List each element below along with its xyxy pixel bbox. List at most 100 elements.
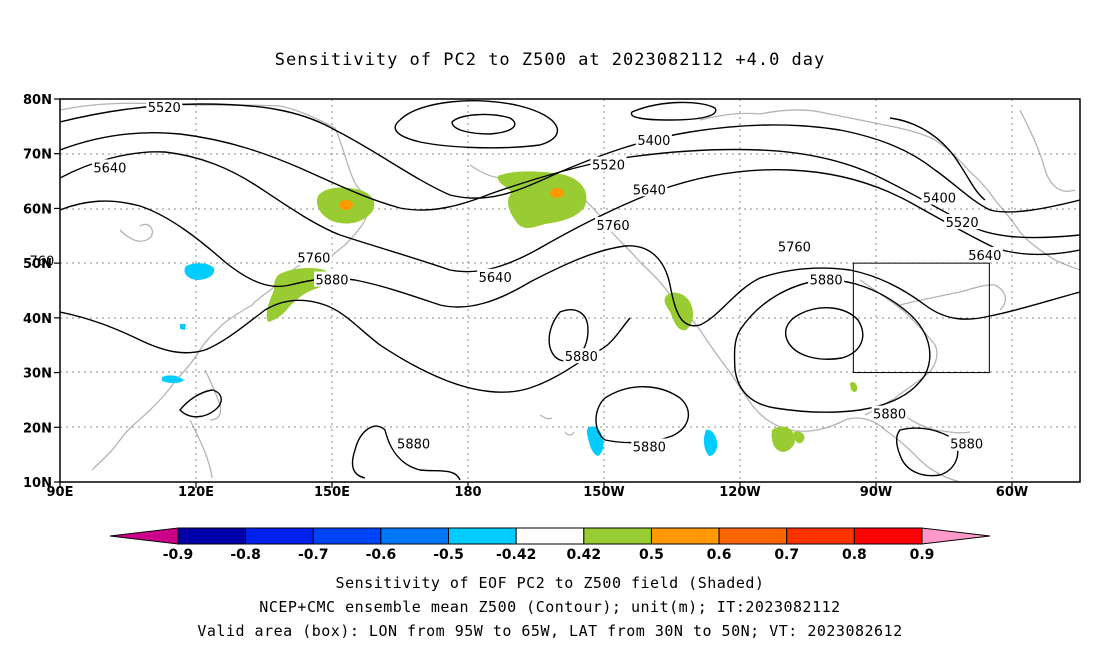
contour-label: 5760 xyxy=(297,252,330,267)
contour-label: 5880 xyxy=(315,274,348,289)
z500-contours xyxy=(60,100,1080,481)
lat-label: 80N xyxy=(23,93,52,108)
colorbar-label: 0.42 xyxy=(567,547,602,563)
contour-label: 5880 xyxy=(633,440,666,455)
colorbar-swatch xyxy=(312,527,382,545)
positive-area xyxy=(266,267,330,322)
contour-label-bg xyxy=(948,435,985,451)
contour-label-bg xyxy=(871,405,908,421)
contour-label-bg xyxy=(91,159,128,175)
lon-label: 120E xyxy=(178,485,214,500)
contour-label-bg xyxy=(27,252,56,268)
lat-label: 70N xyxy=(23,148,52,163)
negative-area xyxy=(180,324,186,330)
colorbar-swatch xyxy=(380,527,450,545)
contour-label-bg xyxy=(776,238,813,254)
contour-label: 5760 xyxy=(597,219,630,234)
map-frame xyxy=(59,98,1081,483)
graticule xyxy=(60,99,1080,482)
contour-label-bg xyxy=(921,189,958,205)
colorbar-swatch xyxy=(245,527,314,545)
contour-label: 5640 xyxy=(479,271,512,286)
positive-area xyxy=(850,381,858,392)
contour-label: 5400 xyxy=(923,191,956,206)
positive-peak xyxy=(339,200,353,210)
contour-label: 5880 xyxy=(810,274,843,289)
contour-label: 5880 xyxy=(950,438,983,453)
contour-label: 5520 xyxy=(946,216,979,231)
positive-area xyxy=(794,431,805,444)
contour-label: 5520 xyxy=(592,159,625,174)
colorbar-swatch xyxy=(583,527,652,545)
colorbar-label: 0.5 xyxy=(639,547,664,563)
contour-label: 5640 xyxy=(968,249,1001,264)
contour-label: 760 xyxy=(29,254,54,269)
colorbar: -0.9 -0.8 -0.7 -0.6 -0.5 -0.42 0.42 0.5 0.6 0.7 0.… xyxy=(109,527,991,563)
contour-label-bg xyxy=(563,348,600,364)
contour-labels: 5520 5400 5520 5640 5640 5760 5400 5520 5640 5760… xyxy=(27,99,1003,455)
lon-label: 180 xyxy=(454,485,481,500)
colorbar-label: -0.5 xyxy=(433,547,464,563)
colorbar-swatch xyxy=(786,527,855,545)
longitude-axis: 90E 120E 150E 180 150W 120W 90W 60W xyxy=(47,482,1028,500)
negative-area xyxy=(184,263,215,280)
latitude-axis: 80N 70N 60N 50N 40N 30N 20N 10N xyxy=(23,93,60,491)
contour-label-bg xyxy=(635,132,672,148)
contour-label-bg xyxy=(314,271,350,287)
lat-label: 20N xyxy=(23,421,52,436)
contour-label-bg xyxy=(808,271,845,287)
colorbar-swatch xyxy=(515,527,585,545)
lon-label: 150W xyxy=(583,485,624,500)
contour-label-bg xyxy=(595,216,632,232)
contour-label-bg xyxy=(631,438,668,454)
positive-peak xyxy=(550,188,564,198)
negative-area xyxy=(162,375,184,384)
colorbar-low-end xyxy=(109,527,179,545)
contour-label: 5640 xyxy=(93,161,126,176)
colorbar-label: -0.8 xyxy=(230,547,261,563)
lon-label: 90W xyxy=(860,485,892,500)
contour-label-bg xyxy=(146,99,183,115)
colorbar-label: 0.7 xyxy=(774,547,799,563)
lon-label: 120W xyxy=(719,485,760,500)
contour-label-bg xyxy=(966,246,1003,262)
contour-label-bg xyxy=(395,435,432,451)
coastlines xyxy=(60,102,1080,482)
positive-area xyxy=(664,292,694,331)
valid-area-box xyxy=(852,262,990,374)
contour-label: 5520 xyxy=(148,101,181,116)
contour-label-bg xyxy=(631,181,668,197)
contour-label: 5760 xyxy=(778,241,811,256)
contour-label: 5640 xyxy=(633,183,666,198)
lon-label: 150E xyxy=(314,485,350,500)
negative-area xyxy=(586,426,604,456)
colorbar-high-end xyxy=(921,527,991,545)
caption-line-1: Sensitivity of EOF PC2 to Z500 field (Sh… xyxy=(335,574,765,592)
contour-label: 5400 xyxy=(637,134,670,149)
colorbar-label: -0.9 xyxy=(163,547,194,563)
lat-label: 30N xyxy=(23,367,52,382)
sensitivity-shading xyxy=(162,171,858,456)
contour-label-bg xyxy=(295,249,332,265)
colorbar-swatch xyxy=(448,527,517,545)
colorbar-label: 0.8 xyxy=(842,547,867,563)
caption-line-2: NCEP+CMC ensemble mean Z500 (Contour); u… xyxy=(259,598,841,616)
contour-label-bg xyxy=(477,268,514,284)
lon-label: 60W xyxy=(996,485,1028,500)
lat-label: 40N xyxy=(23,312,52,327)
colorbar-swatch xyxy=(718,527,788,545)
lon-label: 90E xyxy=(47,485,74,500)
colorbar-label: -0.7 xyxy=(298,547,329,563)
negative-area xyxy=(703,429,718,456)
contour-label-bg xyxy=(944,214,981,230)
lat-label: 50N xyxy=(23,257,52,272)
contour-label: 5880 xyxy=(397,438,430,453)
colorbar-swatch xyxy=(650,527,720,545)
colorbar-label: -0.42 xyxy=(496,547,536,563)
contour-label: 5880 xyxy=(565,350,598,365)
colorbar-label: 0.6 xyxy=(707,547,732,563)
lat-label: 60N xyxy=(23,202,52,217)
colorbar-swatch xyxy=(853,527,923,545)
lat-label: 10N xyxy=(23,476,52,491)
